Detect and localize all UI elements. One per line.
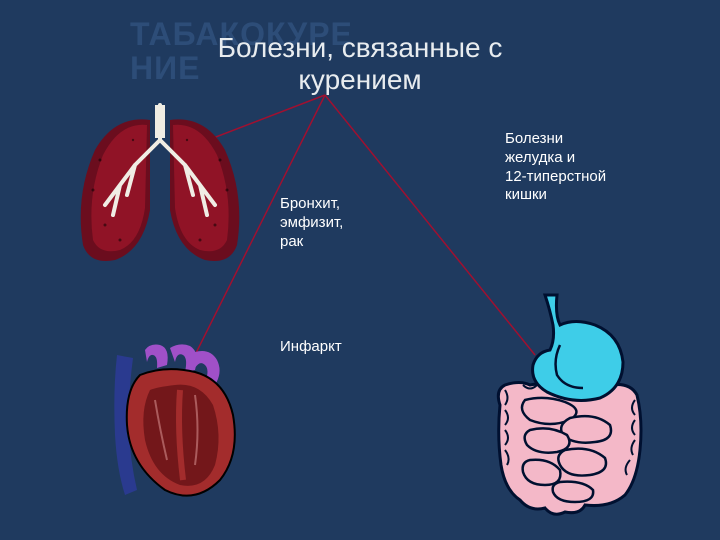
page-title: Болезни, связанные с курением bbox=[218, 32, 503, 96]
stomach-icon bbox=[475, 290, 665, 525]
stomach-label: Болезни желудка и 12-типерстной кишки bbox=[505, 130, 645, 205]
lungs-label: Бронхит, эмфизит, рак bbox=[280, 195, 343, 251]
heart-label: Инфаркт bbox=[280, 338, 342, 357]
heart-icon bbox=[95, 340, 255, 515]
lungs-icon bbox=[65, 100, 255, 275]
